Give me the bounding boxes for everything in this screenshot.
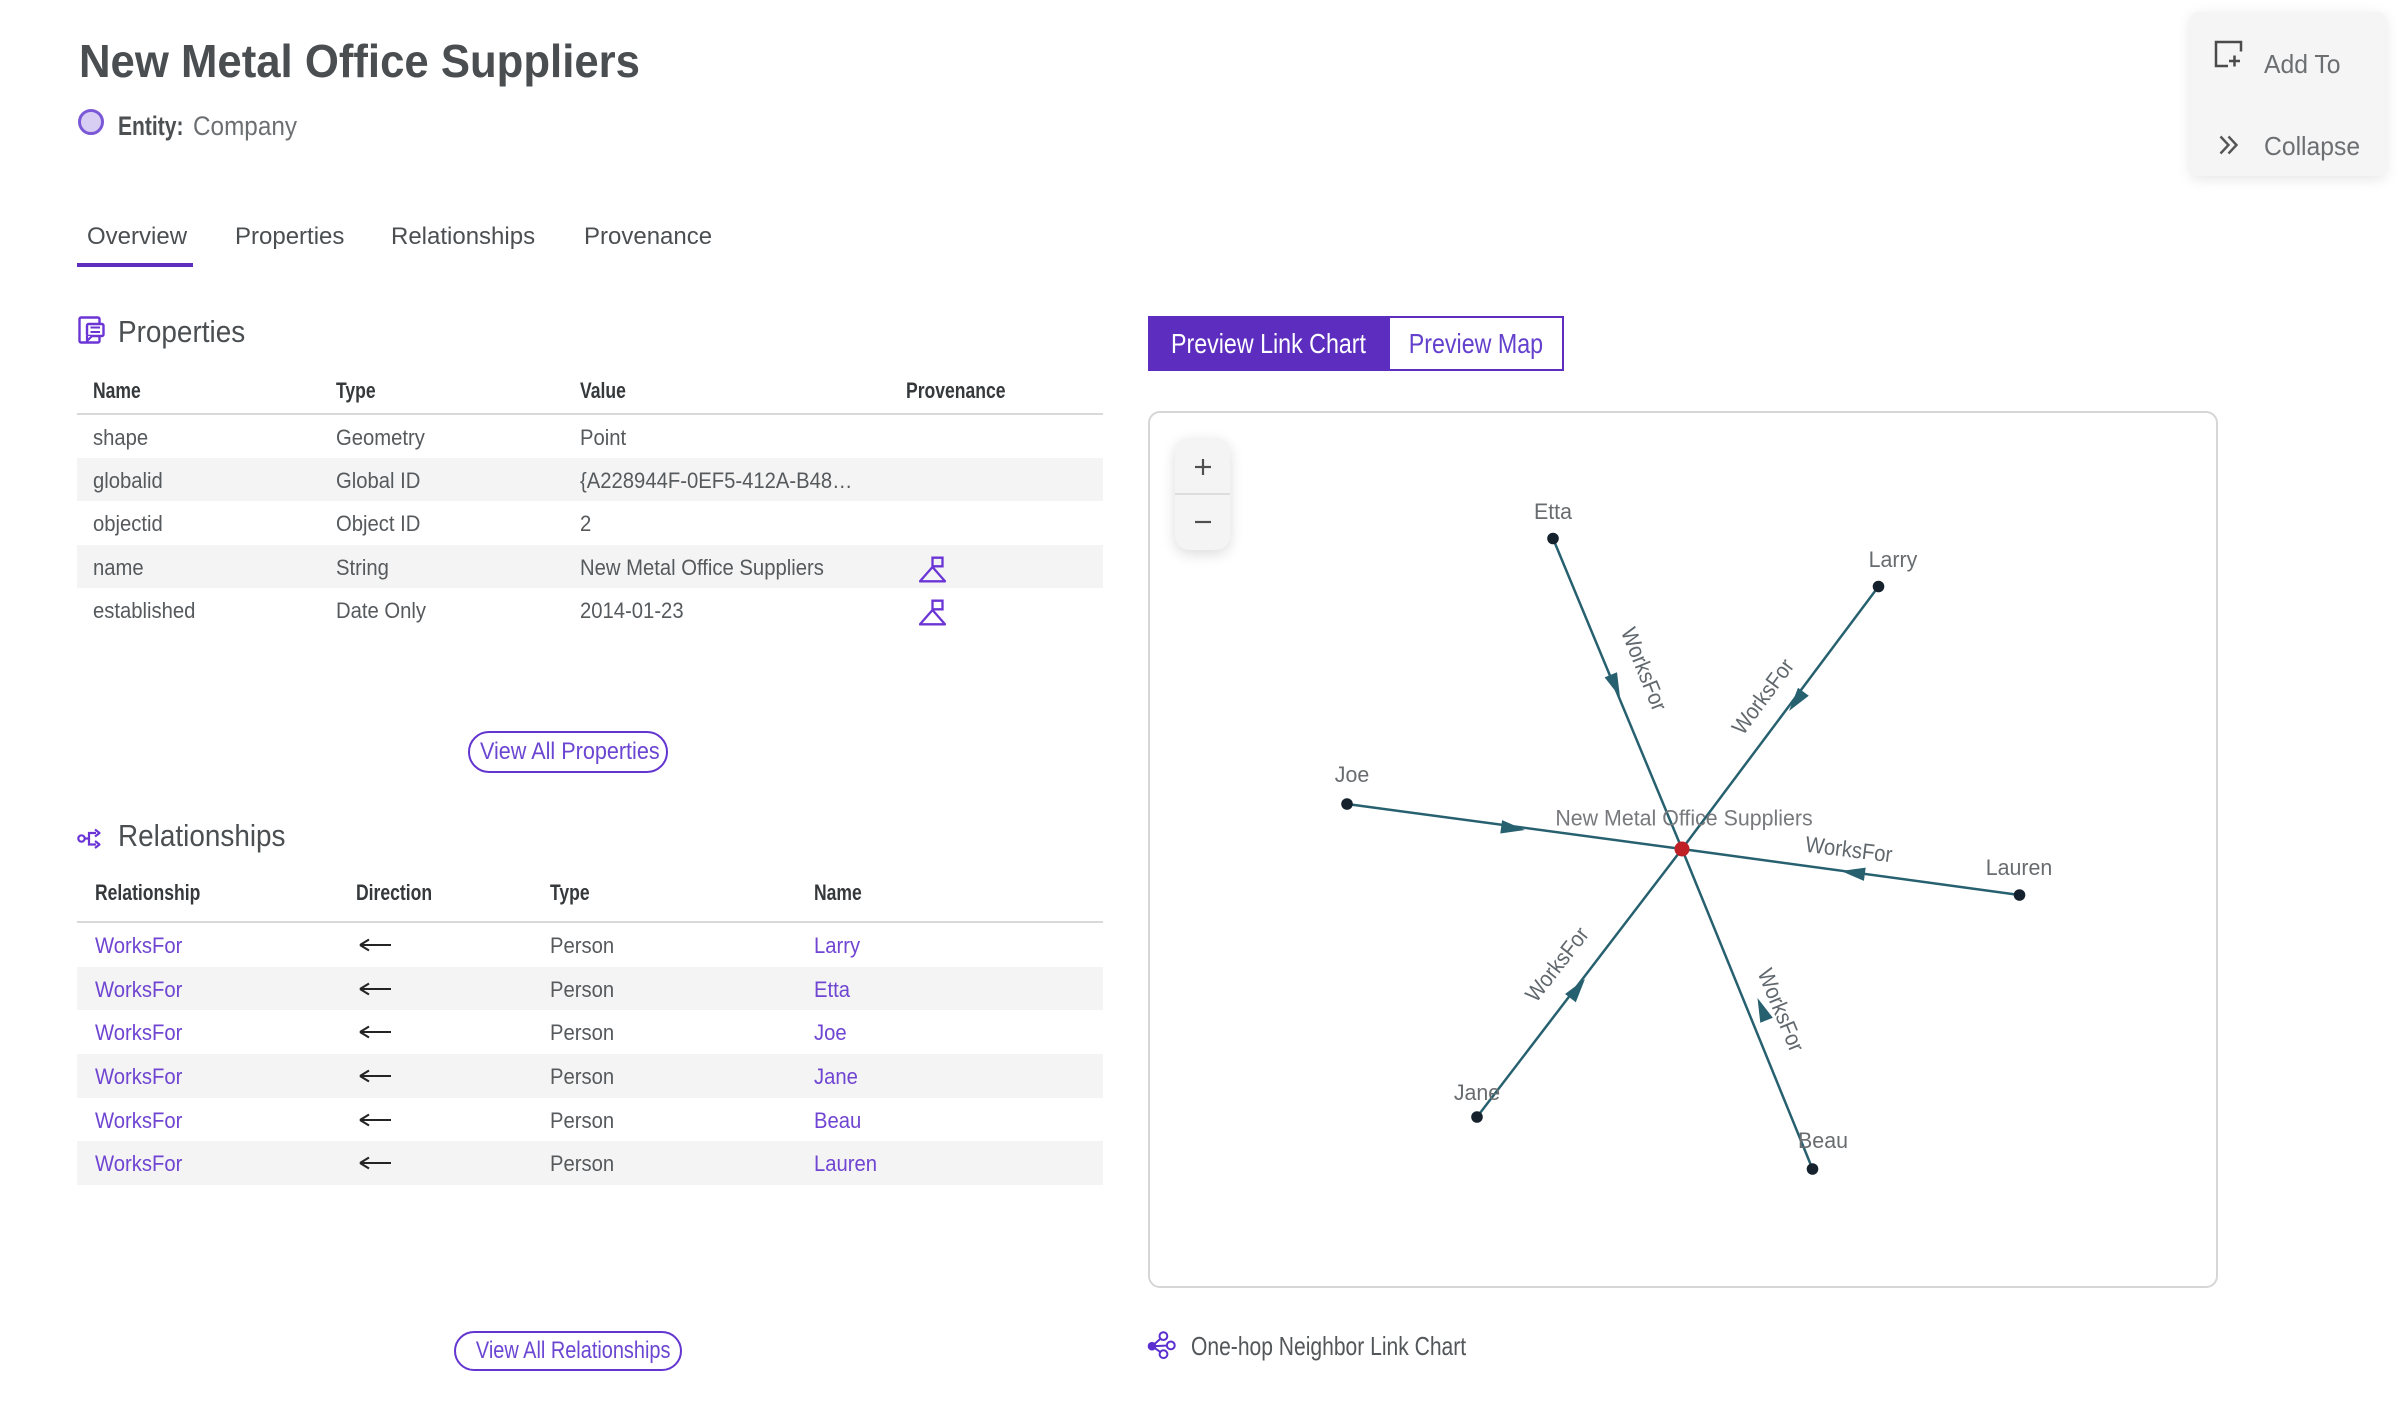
svg-text:WorksFor: WorksFor xyxy=(1804,832,1894,868)
svg-text:Beau: Beau xyxy=(1798,1127,1848,1153)
svg-text:Joe: Joe xyxy=(1335,761,1369,787)
svg-text:WorksFor: WorksFor xyxy=(1727,654,1799,739)
svg-text:WorksFor: WorksFor xyxy=(1520,922,1594,1006)
svg-text:Lauren: Lauren xyxy=(1986,854,2053,880)
svg-text:WorksFor: WorksFor xyxy=(1616,624,1672,714)
svg-text:Etta: Etta xyxy=(1534,498,1573,524)
svg-text:Jane: Jane xyxy=(1454,1079,1500,1105)
svg-text:New Metal Office Suppliers: New Metal Office Suppliers xyxy=(1555,805,1812,831)
svg-text:Larry: Larry xyxy=(1869,546,1918,572)
